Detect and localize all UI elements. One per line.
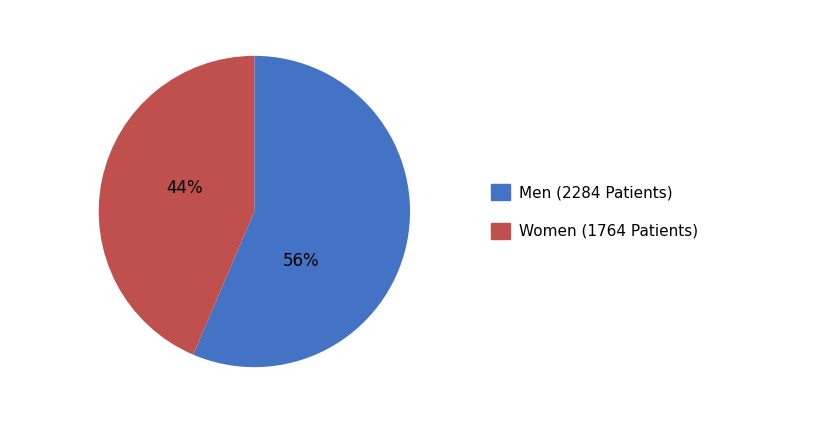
- Wedge shape: [193, 56, 410, 367]
- Legend: Men (2284 Patients), Women (1764 Patients): Men (2284 Patients), Women (1764 Patient…: [491, 184, 698, 239]
- Text: 56%: 56%: [283, 252, 319, 270]
- Wedge shape: [98, 56, 254, 354]
- Text: 44%: 44%: [166, 179, 203, 197]
